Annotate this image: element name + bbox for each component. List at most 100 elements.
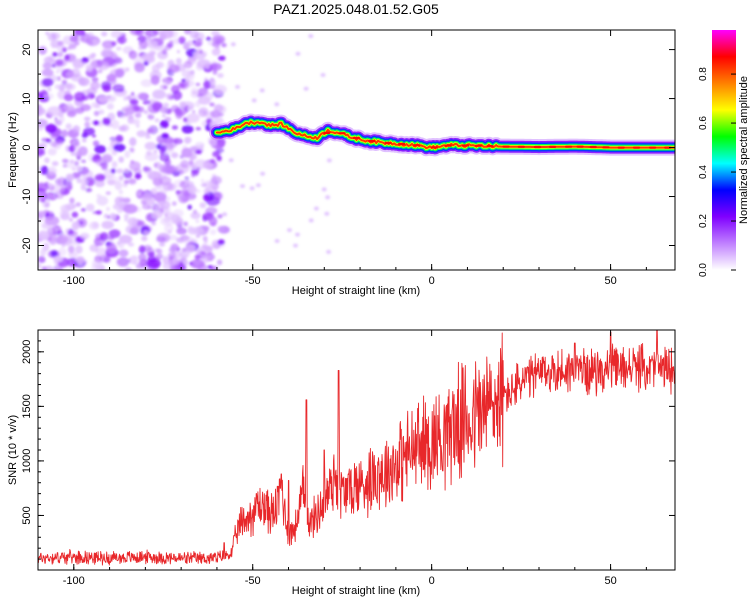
noise-speckle bbox=[42, 266, 48, 270]
noise-speckle bbox=[69, 34, 79, 43]
figure-title: PAZ1.2025.048.01.52.G05 bbox=[273, 1, 439, 17]
noise-speckle bbox=[55, 190, 61, 195]
noise-speckle bbox=[99, 232, 109, 242]
noise-speckle bbox=[54, 137, 61, 144]
noise-speckle bbox=[56, 76, 61, 81]
noise-speckle bbox=[209, 158, 216, 164]
noise-speckle bbox=[163, 255, 168, 260]
noise-speckle bbox=[46, 93, 54, 100]
noise-speckle bbox=[53, 256, 64, 263]
noise-speckle bbox=[38, 263, 42, 269]
noise-speckle bbox=[41, 68, 54, 77]
noise-speckle bbox=[211, 63, 218, 70]
noise-speckle bbox=[117, 240, 125, 249]
noise-speckle bbox=[95, 176, 101, 181]
snr-x-label: Height of straight line (km) bbox=[292, 585, 420, 597]
snr-line-layer bbox=[38, 330, 675, 566]
noise-speckle bbox=[200, 183, 208, 187]
noise-speckle bbox=[154, 248, 161, 253]
noise-speckle bbox=[66, 257, 79, 267]
noise-speckle bbox=[205, 206, 218, 215]
noise-speckle bbox=[194, 254, 201, 260]
noise-speckle bbox=[108, 229, 121, 239]
y-tick-label: 1500 bbox=[21, 394, 33, 418]
noise-speckle bbox=[313, 206, 319, 211]
noise-speckle bbox=[147, 105, 154, 109]
noise-speckle bbox=[240, 184, 245, 189]
noise-speckle bbox=[114, 196, 127, 207]
noise-speckle bbox=[75, 202, 82, 207]
noise-speckle bbox=[137, 35, 147, 43]
noise-speckle bbox=[176, 227, 188, 235]
noise-speckle bbox=[192, 226, 204, 235]
noise-speckle bbox=[211, 30, 220, 36]
noise-speckle bbox=[164, 207, 171, 213]
noise-speckle bbox=[51, 161, 59, 167]
noise-speckle bbox=[54, 117, 58, 121]
noise-speckle bbox=[193, 41, 202, 48]
noise-speckle bbox=[196, 93, 203, 98]
colorbar-tick-label: 0.8 bbox=[698, 67, 709, 81]
noise-speckle bbox=[81, 159, 87, 164]
snr-plot-area bbox=[38, 330, 675, 570]
noise-speckle bbox=[84, 121, 90, 128]
noise-speckle bbox=[51, 142, 58, 148]
x-tick-label: 0 bbox=[429, 575, 435, 587]
noise-speckle bbox=[61, 79, 68, 86]
noise-speckle bbox=[179, 101, 186, 108]
noise-speckle bbox=[211, 48, 221, 56]
noise-speckle bbox=[49, 210, 54, 215]
noise-speckle bbox=[159, 30, 174, 39]
noise-speckle bbox=[80, 178, 88, 186]
noise-speckle bbox=[173, 38, 180, 45]
noise-speckle bbox=[87, 92, 95, 100]
noise-speckle bbox=[116, 36, 127, 44]
noise-speckle bbox=[209, 137, 218, 147]
noise-speckle bbox=[134, 172, 142, 180]
noise-speckle bbox=[187, 185, 197, 195]
noise-speckle bbox=[75, 245, 83, 254]
noise-speckle bbox=[54, 84, 61, 90]
noise-speckle bbox=[54, 119, 60, 124]
noise-speckle bbox=[295, 232, 300, 237]
noise-speckle bbox=[192, 155, 198, 159]
noise-speckle bbox=[114, 68, 125, 78]
noise-speckle bbox=[203, 80, 211, 90]
noise-speckle bbox=[179, 250, 190, 258]
noise-speckle bbox=[171, 152, 179, 159]
noise-speckle bbox=[40, 165, 49, 175]
noise-speckle bbox=[86, 65, 93, 72]
noise-speckle bbox=[76, 150, 83, 157]
noise-speckle bbox=[135, 123, 140, 128]
noise-speckle bbox=[202, 236, 208, 242]
noise-speckle bbox=[118, 125, 127, 132]
noise-speckle bbox=[216, 137, 226, 147]
colorbar-ticks: 0.0 0.2 0.4 0.6 0.8 bbox=[698, 67, 736, 277]
noise-speckle bbox=[170, 265, 180, 270]
noise-speckle bbox=[129, 227, 138, 235]
noise-speckle bbox=[123, 203, 138, 214]
snr-y-ticks: 500 1000 1500 2000 bbox=[21, 329, 675, 560]
noise-speckle bbox=[101, 31, 108, 37]
noise-speckle bbox=[184, 42, 190, 48]
x-tick-label: -100 bbox=[63, 575, 85, 587]
noise-speckle bbox=[98, 174, 105, 181]
noise-speckle bbox=[124, 107, 135, 116]
noise-speckle bbox=[141, 235, 148, 242]
noise-speckle bbox=[68, 251, 78, 258]
noise-speckle bbox=[146, 131, 150, 136]
noise-speckle bbox=[111, 161, 118, 168]
noise-speckle bbox=[146, 128, 154, 133]
noise-speckle bbox=[87, 32, 95, 40]
noise-speckle bbox=[106, 243, 117, 253]
noise-speckle bbox=[38, 46, 47, 55]
noise-speckle bbox=[204, 92, 214, 101]
noise-speckle bbox=[181, 147, 193, 158]
noise-speckle bbox=[97, 59, 103, 67]
noise-speckle bbox=[230, 42, 236, 47]
noise-speckle bbox=[44, 157, 50, 164]
noise-speckle bbox=[101, 220, 114, 230]
noise-speckle bbox=[70, 160, 74, 164]
noise-speckle bbox=[190, 167, 200, 174]
